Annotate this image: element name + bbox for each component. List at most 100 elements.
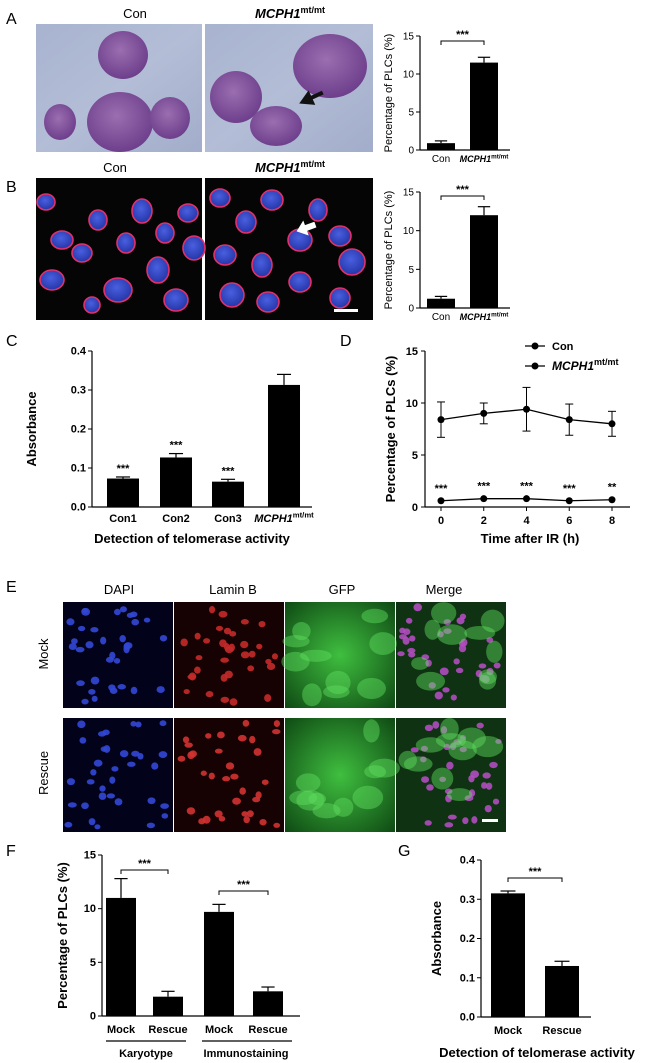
x-axis-label: Detection of telomerase activity [439, 1045, 636, 1060]
bar [427, 298, 455, 308]
bar [212, 481, 244, 507]
data-point [608, 420, 616, 428]
x-tick-label: Con2 [162, 513, 190, 525]
panel-label-d: D [340, 333, 352, 350]
scale-bar [334, 309, 358, 312]
y-tick-label: 0.0 [460, 1012, 475, 1024]
legend-label: Con [552, 341, 574, 353]
panel-a-mut-sup: mt/mt [301, 5, 326, 15]
x-axis-label: Time after IR (h) [481, 531, 580, 546]
data-point [523, 495, 530, 503]
scale-bar [482, 819, 498, 822]
bar [107, 478, 139, 507]
x-tick-label: Con [432, 312, 450, 323]
significance-label: *** [237, 879, 251, 891]
significance-label: *** [138, 858, 152, 870]
y-tick-label: 10 [84, 903, 96, 915]
y-tick-label: 15 [406, 346, 418, 358]
panel-e-col-merge: Merge [426, 582, 463, 597]
x-tick-label: 4 [523, 515, 530, 527]
x-tick-label: Rescue [248, 1024, 287, 1036]
x-tick-label: 2 [481, 515, 487, 527]
significance-label: *** [435, 483, 449, 495]
y-tick-label: 5 [412, 450, 418, 462]
significance-label: *** [170, 440, 184, 452]
panel-e-micrographs: DAPI Lamin B GFP Merge Mock Rescue [36, 582, 506, 832]
bar [491, 893, 525, 1017]
significance-bracket [218, 890, 269, 895]
data-point [565, 497, 573, 505]
panel-e-col-dapi: DAPI [104, 582, 134, 597]
panel-e-row-mock: Mock [36, 638, 51, 670]
significance-label: *** [520, 481, 534, 493]
significance-bracket [120, 869, 169, 874]
significance-bracket [507, 877, 563, 882]
y-tick-label: 15 [403, 188, 415, 199]
chart-G: 0.0 0.1 0.2 0.3 0.4 Mock Rescue Absorbance Detec… [429, 855, 636, 1061]
panel-e-col-gfp: GFP [329, 582, 356, 597]
y-tick-label: 0.3 [71, 385, 86, 397]
panel-label-e: E [6, 579, 17, 596]
bar [268, 384, 300, 507]
y-tick-label: 0.2 [460, 933, 475, 945]
bar [470, 215, 498, 308]
significance-label: *** [456, 184, 470, 196]
x-tick-label: Rescue [542, 1025, 581, 1037]
bar [427, 143, 455, 150]
significance-label: *** [456, 29, 470, 41]
arrow-icon [299, 90, 324, 105]
significance-label: *** [117, 463, 131, 475]
x-tick-label: Mock [107, 1024, 136, 1036]
data-point [437, 497, 445, 505]
bar [204, 911, 234, 1016]
significance-label: *** [563, 483, 577, 495]
data-point [565, 416, 573, 424]
y-tick-label: 5 [408, 108, 414, 119]
significance-label: ** [608, 482, 617, 494]
legend-marker [531, 342, 539, 350]
panel-a-micrographs: Con MCPH1mt/mt [36, 5, 373, 152]
panel-label-b: B [6, 179, 17, 196]
legend: Con MCPH1mt/mt [525, 341, 619, 373]
bar [545, 965, 579, 1017]
panel-b-mut-title: MCPH1mt/mt [255, 159, 325, 175]
significance-label: *** [529, 866, 543, 878]
x-tick-label: MCPH1mt/mt [460, 311, 510, 322]
panel-label-f: F [6, 843, 16, 860]
x-tick-label: 0 [438, 515, 444, 527]
data-point [523, 405, 530, 413]
data-point [480, 495, 488, 503]
bar [160, 457, 192, 507]
x-tick-label: Con3 [214, 513, 242, 525]
y-tick-label: 0 [412, 502, 418, 514]
x-axis-label: Detection of telomerase activity [94, 531, 291, 546]
y-tick-label: 0.1 [71, 463, 86, 475]
panel-label-g: G [398, 843, 410, 860]
panel-label-a: A [6, 11, 17, 28]
data-point [437, 416, 445, 424]
data-point [608, 496, 616, 504]
bar [153, 996, 183, 1016]
x-tick-label: Rescue [148, 1024, 187, 1036]
chart-F: 0 5 10 15 Mock Rescue Mock Rescue Percentage of … [55, 850, 300, 1060]
y-tick-label: 0.0 [71, 502, 86, 514]
y-axis-label: Absorbance [429, 901, 444, 976]
y-tick-label: 10 [403, 70, 415, 81]
panel-b-mut-sup: mt/mt [301, 159, 326, 169]
x-tick-label: 6 [566, 515, 572, 527]
y-axis-label: Absorbance [24, 391, 39, 466]
x-tick-label: Mock [205, 1024, 234, 1036]
panel-b-micrographs: Con MCPH1mt/mt [36, 159, 373, 320]
panel-a-con-title: Con [123, 6, 147, 21]
y-tick-label: 0.3 [460, 894, 475, 906]
chart-A: 0 5 10 15 Con MCPH1mt/mt Percentage of PLCs (%… [383, 29, 510, 165]
x-tick-label: Con [432, 154, 450, 165]
y-tick-label: 15 [84, 850, 96, 862]
y-tick-label: 0.4 [71, 346, 87, 358]
y-tick-label: 15 [403, 32, 415, 43]
significance-label: *** [477, 481, 491, 493]
panel-a-mut-title: MCPH1mt/mt [255, 5, 325, 21]
y-tick-label: 10 [403, 226, 415, 237]
